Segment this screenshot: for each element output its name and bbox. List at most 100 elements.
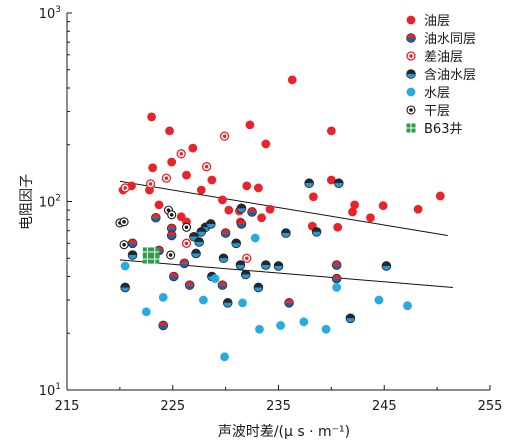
legend-marker <box>406 33 416 43</box>
data-point-water <box>403 301 412 311</box>
y-axis-label: 电阻因子 <box>19 174 35 230</box>
y-tick-exponent: 2 <box>55 194 61 204</box>
legend-label: 含油水层 <box>424 67 476 83</box>
data-point-oil-water <box>220 228 231 238</box>
data-point-water <box>120 261 130 271</box>
data-point-oil <box>218 195 227 205</box>
data-point-water <box>374 295 384 305</box>
legend-marker <box>406 69 416 79</box>
data-point-oil-water <box>236 219 247 229</box>
data-point-water <box>199 295 208 305</box>
data-point-oily-water <box>261 260 271 270</box>
data-point-water <box>299 317 309 327</box>
data-point-oil <box>148 163 158 173</box>
x-axis-label: 声波时差/(μ s · m⁻¹) <box>218 424 350 440</box>
legend-marker <box>406 105 416 115</box>
data-point-dry <box>119 217 129 227</box>
data-point-oil <box>333 222 343 232</box>
x-tick-label: 255 <box>478 399 503 414</box>
data-point-oil <box>182 170 191 180</box>
data-point-oil <box>245 120 255 130</box>
data-point-oil <box>167 157 177 167</box>
data-point-water <box>238 298 247 308</box>
data-point-oil <box>261 139 271 149</box>
y-tick-base: 10 <box>39 384 56 399</box>
data-point-oil <box>188 143 198 153</box>
data-point-poor-oil <box>145 179 156 189</box>
y-tick-exponent: 1 <box>55 382 61 392</box>
y-tick-label: 102 <box>39 194 61 211</box>
data-point-oily-water <box>273 261 284 271</box>
data-point-dry <box>166 250 176 260</box>
data-point-oil-water <box>184 280 195 290</box>
water-marker-icon <box>406 87 416 97</box>
legend-item-poor-oil: 差油层 <box>406 50 463 65</box>
data-point-oil <box>326 126 336 136</box>
data-point-oil-water <box>247 207 257 217</box>
legend-item-b63: B63井 <box>406 122 462 137</box>
legend-label: B63井 <box>424 122 462 137</box>
data-point-oil <box>287 75 297 85</box>
data-point-oil <box>254 183 263 193</box>
legend: 油层 油水同层 差油层 含油水层 水层 干层 B63井 <box>406 14 476 137</box>
data-point-oil <box>154 200 164 210</box>
y-tick-label: 103 <box>39 5 61 22</box>
data-point-oil <box>147 112 157 122</box>
data-point-oily-water <box>345 313 356 324</box>
data-point-oil <box>413 204 423 214</box>
data-point-oil-water <box>158 320 169 331</box>
data-point-oil-water <box>166 230 177 241</box>
data-point-water <box>141 307 151 317</box>
data-point-oil <box>242 181 252 191</box>
data-points <box>115 75 445 362</box>
x-tick-label: 225 <box>160 399 185 414</box>
data-point-oily-water <box>231 238 242 249</box>
data-point-oil <box>257 213 266 223</box>
data-point-oil <box>165 126 174 136</box>
legend-marker <box>406 87 416 97</box>
oil-marker-icon <box>406 15 416 25</box>
data-point-oily-water <box>240 269 251 280</box>
data-point-oily-water <box>222 298 233 308</box>
data-point-oily-water <box>311 227 322 237</box>
data-point-water <box>220 352 229 362</box>
legend-item-oily-water: 含油水层 <box>406 67 476 83</box>
x-tick-label: 245 <box>372 399 397 414</box>
data-point-oil-water <box>331 260 342 270</box>
data-point-poor-oil <box>176 149 186 159</box>
data-point-oil <box>196 185 206 195</box>
x-tick-label: 235 <box>266 399 291 414</box>
trend-line <box>119 180 448 237</box>
y-tick-label: 101 <box>39 382 61 399</box>
legend-marker <box>406 15 416 25</box>
dry-marker-icon <box>406 105 416 115</box>
data-point-poor-oil <box>219 131 230 141</box>
data-point-oil-water <box>331 273 342 284</box>
poor-oil-marker-icon <box>406 51 416 61</box>
data-point-oil <box>348 207 357 217</box>
legend-label: 油水同层 <box>424 32 476 47</box>
data-point-oily-water <box>281 228 291 238</box>
legend-marker <box>406 51 416 61</box>
data-point-poor-oil <box>120 183 130 193</box>
data-point-water <box>255 324 264 334</box>
legend-label: 干层 <box>424 104 450 119</box>
data-point-oil-water <box>127 238 138 249</box>
y-tick-base: 10 <box>39 196 56 211</box>
data-point-oil <box>308 192 318 202</box>
data-point-oil <box>326 175 336 185</box>
oil-water-marker-icon <box>406 33 416 43</box>
data-point-oily-water <box>194 237 204 247</box>
data-point-water <box>210 274 220 283</box>
legend-item-water: 水层 <box>406 86 450 101</box>
data-point-oily-water <box>333 178 344 189</box>
x-tick-label: 215 <box>55 399 80 414</box>
legend-marker <box>406 123 416 133</box>
legend-item-oil: 油层 <box>406 14 450 29</box>
data-point-oil <box>378 201 388 211</box>
data-point-oily-water <box>196 227 207 237</box>
data-point-poor-oil <box>181 238 192 248</box>
data-point-water <box>250 233 260 243</box>
